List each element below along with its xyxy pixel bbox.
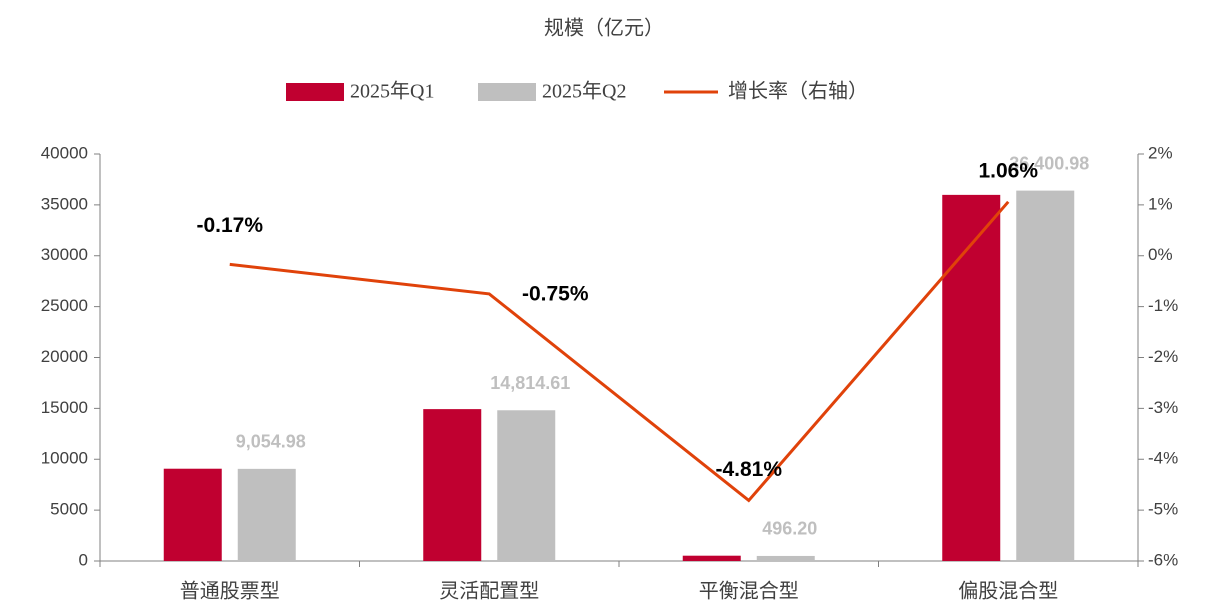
y2-tick-label: -3%: [1148, 398, 1178, 417]
bar: [497, 410, 556, 561]
y2-tick-label: 1%: [1148, 194, 1173, 213]
x-tick-label: 偏股混合型: [958, 580, 1058, 603]
value-label: 36,400.98: [1009, 153, 1089, 173]
chart-title: 规模（亿元）: [544, 17, 664, 40]
y-tick-label: 20000: [41, 347, 88, 366]
y-tick-label: 10000: [41, 449, 88, 468]
value-label: 9,054.98: [236, 432, 306, 452]
y2-tick-label: -2%: [1148, 347, 1178, 366]
bar: [237, 468, 296, 561]
value-label: -4.81%: [715, 458, 782, 481]
y2-tick-label: 0%: [1148, 245, 1173, 264]
y-tick-label: 25000: [41, 296, 88, 315]
legend-swatch: [478, 83, 536, 101]
bar: [682, 555, 741, 561]
y-tick-label: 0: [79, 550, 88, 569]
value-label: 496.20: [762, 519, 817, 539]
x-tick-label: 平衡混合型: [699, 580, 799, 603]
bar: [163, 468, 222, 561]
y2-tick-label: -4%: [1148, 449, 1178, 468]
value-label: 1.06%: [978, 159, 1038, 182]
y2-tick-label: -5%: [1148, 500, 1178, 519]
y2-tick-label: 2%: [1148, 143, 1173, 162]
y-tick-label: 35000: [41, 194, 88, 213]
bar: [756, 555, 815, 561]
legend-label: 2025年Q2: [542, 80, 626, 103]
legend-label: 增长率（右轴）: [728, 80, 868, 103]
value-label: 14,814.61: [490, 373, 570, 393]
y2-tick-label: -6%: [1148, 550, 1178, 569]
bar: [942, 194, 1001, 561]
y-tick-label: 15000: [41, 398, 88, 417]
y-tick-label: 40000: [41, 143, 88, 162]
bar: [1016, 190, 1075, 561]
x-tick-label: 普通股票型: [180, 580, 280, 603]
y-tick-label: 30000: [41, 245, 88, 264]
value-label: -0.75%: [522, 282, 589, 305]
y2-tick-label: -1%: [1148, 296, 1178, 315]
legend-swatch: [286, 83, 344, 101]
line: [229, 200, 1010, 503]
legend-label: 2025年Q1: [350, 80, 434, 103]
bar: [423, 409, 482, 561]
value-label: -0.17%: [196, 214, 263, 237]
x-tick-label: 灵活配置型: [439, 580, 539, 603]
y-tick-label: 5000: [50, 500, 88, 519]
